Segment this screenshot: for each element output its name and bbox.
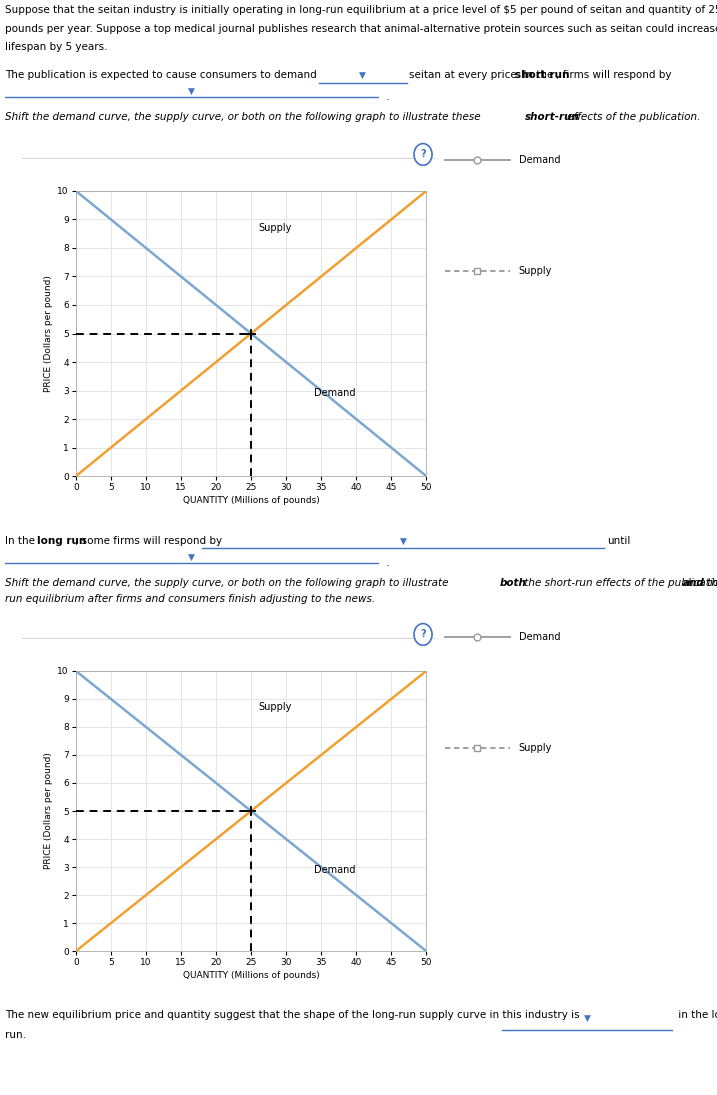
Text: ?: ?: [420, 630, 426, 639]
Text: Supply: Supply: [518, 266, 552, 276]
X-axis label: QUANTITY (Millions of pounds): QUANTITY (Millions of pounds): [183, 496, 320, 505]
Text: pounds per year. Suppose a top medical journal publishes research that animal-al: pounds per year. Suppose a top medical j…: [5, 23, 717, 34]
Text: run.: run.: [5, 1029, 26, 1039]
Text: Supply: Supply: [518, 744, 552, 753]
Text: The publication is expected to cause consumers to demand: The publication is expected to cause con…: [5, 70, 317, 80]
Text: Shift the demand curve, the supply curve, or both on the following graph to illu: Shift the demand curve, the supply curve…: [5, 112, 484, 122]
Y-axis label: PRICE (Dollars per pound): PRICE (Dollars per pound): [44, 275, 53, 392]
Circle shape: [414, 143, 432, 165]
Text: ?: ?: [420, 149, 426, 160]
Text: run equilibrium after firms and consumers finish adjusting to the news.: run equilibrium after firms and consumer…: [5, 595, 375, 604]
Text: ▼: ▼: [359, 71, 366, 80]
Text: Demand: Demand: [518, 155, 560, 165]
X-axis label: QUANTITY (Millions of pounds): QUANTITY (Millions of pounds): [183, 971, 320, 980]
Text: the new long-: the new long-: [704, 578, 717, 588]
Text: the short-run effects of the publication: the short-run effects of the publication: [521, 578, 717, 588]
Text: long run: long run: [37, 537, 87, 546]
Text: short-run: short-run: [524, 112, 579, 122]
Text: Supply: Supply: [258, 702, 292, 712]
Text: Suppose that the seitan industry is initially operating in long-run equilibrium : Suppose that the seitan industry is init…: [5, 5, 717, 15]
Text: Shift the demand curve, the supply curve, or both on the following graph to illu: Shift the demand curve, the supply curve…: [5, 578, 452, 588]
Text: Demand: Demand: [518, 633, 560, 643]
Text: Demand: Demand: [314, 865, 356, 875]
Circle shape: [414, 623, 432, 645]
Text: Supply: Supply: [258, 222, 292, 233]
Text: .: .: [383, 558, 389, 568]
Text: both: both: [500, 578, 527, 588]
Text: , some firms will respond by: , some firms will respond by: [75, 537, 222, 546]
Text: , firms will respond by: , firms will respond by: [556, 70, 671, 80]
Text: effects of the publication.: effects of the publication.: [564, 112, 700, 122]
Text: ▼: ▼: [584, 1014, 591, 1023]
Text: until: until: [607, 537, 630, 546]
Text: The new equilibrium price and quantity suggest that the shape of the long-run su: The new equilibrium price and quantity s…: [5, 1010, 579, 1021]
Text: In the: In the: [5, 537, 38, 546]
Text: short run: short run: [516, 70, 570, 80]
Text: ▼: ▼: [189, 553, 195, 562]
Y-axis label: PRICE (Dollars per pound): PRICE (Dollars per pound): [44, 752, 53, 869]
Text: and: and: [683, 578, 704, 588]
Text: .: .: [383, 92, 389, 102]
Text: Demand: Demand: [314, 389, 356, 399]
Text: ▼: ▼: [189, 87, 195, 96]
Text: ▼: ▼: [400, 537, 407, 545]
Text: in the long: in the long: [675, 1010, 717, 1021]
Text: lifespan by 5 years.: lifespan by 5 years.: [5, 42, 108, 51]
Text: seitan at every price. In the: seitan at every price. In the: [409, 70, 556, 80]
